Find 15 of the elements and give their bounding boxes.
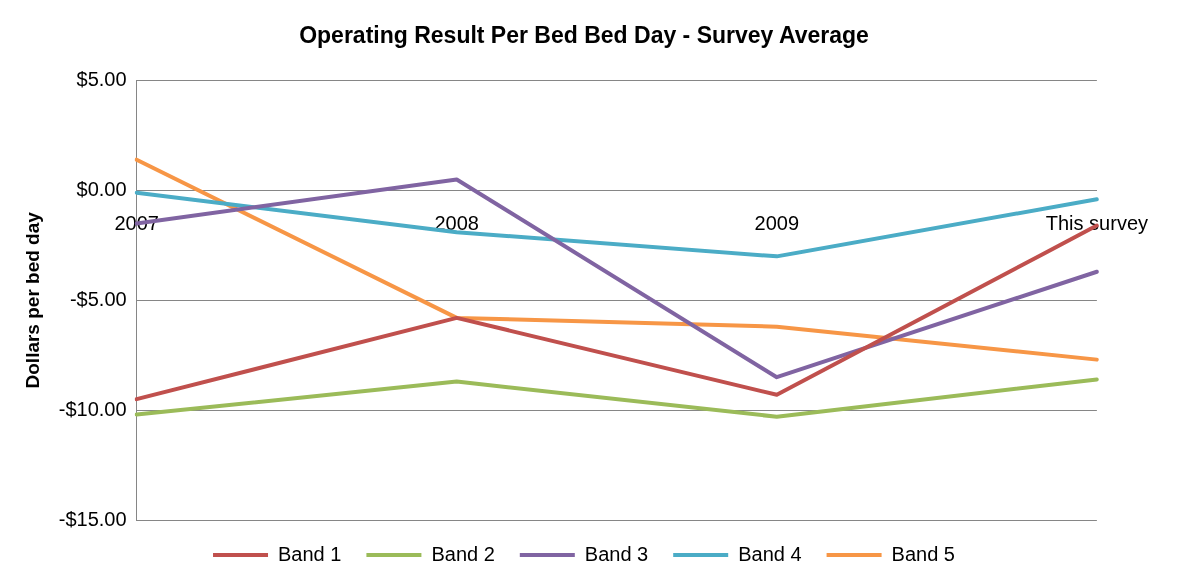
x-tick-label: 2008 (434, 211, 479, 234)
y-tick-label: -$10.00 (58, 397, 127, 420)
legend-label: Band 2 (431, 542, 495, 565)
y-tick-label: $5.00 (76, 68, 127, 91)
legend-label: Band 1 (278, 542, 342, 565)
legend-label: Band 5 (891, 542, 955, 565)
y-tick-label: -$15.00 (58, 507, 127, 530)
x-tick-label: 2009 (754, 211, 800, 234)
x-tick-label: This survey (1045, 211, 1148, 234)
y-axis-title: Dollars per bed day (21, 211, 43, 389)
chart-title: Operating Result Per Bed Bed Day - Survey Average (299, 22, 869, 49)
legend-label: Band 3 (584, 542, 649, 565)
y-tick-label: $0.00 (76, 177, 127, 200)
legend-label: Band 4 (738, 542, 802, 565)
y-tick-label: -$5.00 (69, 287, 127, 310)
